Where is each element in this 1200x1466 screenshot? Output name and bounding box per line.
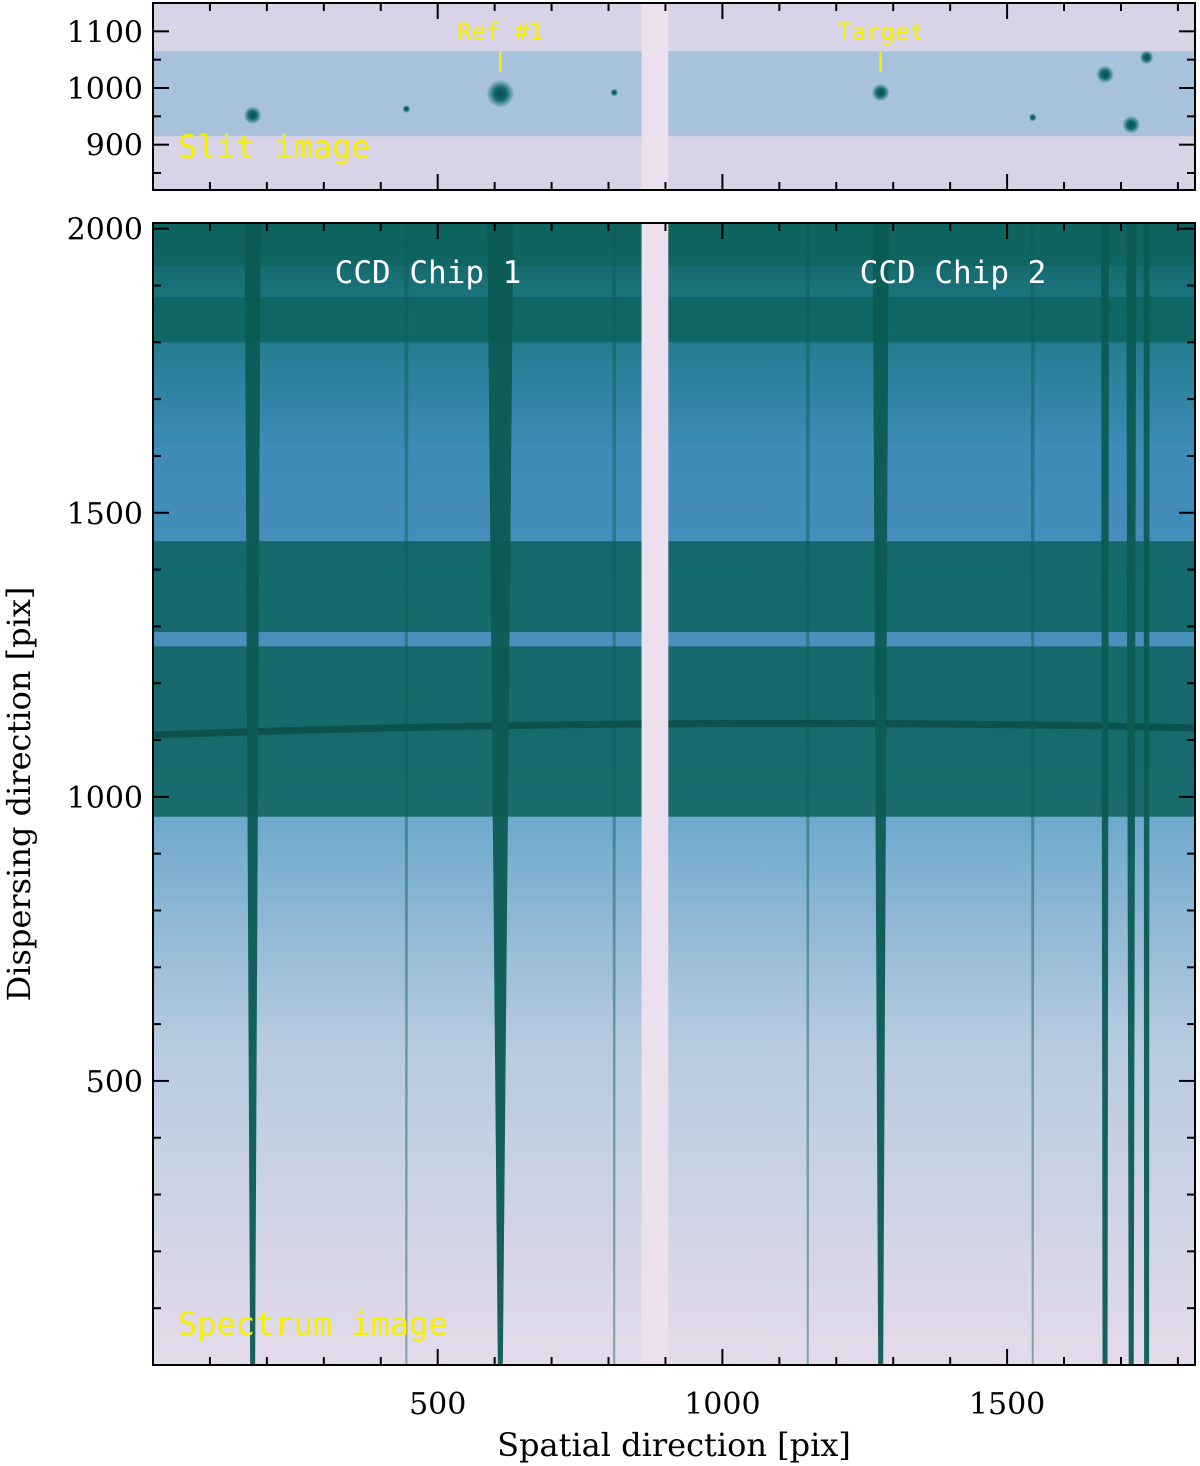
annotation-label: Ref #1 — [457, 18, 544, 46]
slit-stars — [243, 50, 1154, 134]
spectral-trace — [1101, 223, 1110, 1365]
slit-panel-frame — [152, 2, 1196, 191]
y-tick-label: 500 — [86, 1065, 143, 1100]
y-tick-label: 900 — [86, 129, 143, 164]
star — [1139, 50, 1154, 65]
dark-bands — [153, 223, 1195, 817]
spectral-trace — [872, 223, 889, 1365]
spectral-trace — [612, 223, 617, 1365]
spectral-trace — [487, 223, 514, 1365]
slit-image-panel — [153, 3, 1195, 190]
star — [486, 79, 515, 108]
x-axis-title: Spatial direction [pix] — [497, 1426, 851, 1464]
spectrum-panel-ticks: 500 1000 1500 500 1000 1500 2000 — [67, 213, 1195, 1422]
y-tick-label: 2000 — [67, 213, 143, 248]
star — [1028, 113, 1037, 122]
spectral-trace — [1143, 223, 1150, 1365]
y-tick-label: 1500 — [67, 497, 143, 532]
slit-image-label: Slit image — [178, 128, 371, 166]
chip-gap-top — [641, 3, 669, 190]
dark-band — [153, 223, 1195, 266]
x-tick-label: 500 — [409, 1387, 466, 1422]
y-axis-title: Dispersing direction [pix] — [0, 587, 38, 1002]
dark-band — [153, 541, 1195, 633]
chip1-label: CCD Chip 1 — [335, 255, 522, 291]
star — [402, 104, 411, 113]
slit-annotations: Ref #1 Target — [457, 18, 924, 72]
chip2-label: CCD Chip 2 — [860, 255, 1047, 291]
slit-band — [153, 51, 1195, 137]
spectrum-image-panel — [153, 223, 1195, 1365]
spectral-trace — [1030, 223, 1035, 1365]
spectral-trace — [404, 223, 409, 1365]
star — [610, 88, 619, 97]
y-tick-label: 1000 — [67, 72, 143, 107]
spectrum-image-label: Spectrum image — [178, 1305, 448, 1343]
curved-sky-line — [153, 719, 1195, 739]
x-tick-label: 1500 — [969, 1387, 1045, 1422]
spectral-trace — [1126, 223, 1137, 1365]
star — [871, 83, 890, 102]
x-tick-label: 1000 — [684, 1387, 760, 1422]
spectral-trace — [805, 223, 810, 1365]
star — [1122, 115, 1141, 134]
star — [243, 106, 262, 125]
spectrum-panel-frame — [152, 222, 1196, 1366]
y-tick-label: 1100 — [67, 15, 143, 50]
slit-panel-ticks: 900 1000 1100 — [67, 3, 1195, 190]
star — [1096, 65, 1115, 84]
dark-band — [153, 296, 1195, 343]
y-tick-label: 1000 — [67, 781, 143, 816]
chip-gap-bottom — [641, 223, 669, 1365]
spectral-trace — [244, 223, 261, 1365]
spectral-traces — [244, 223, 1150, 1365]
annotation-label: Target — [837, 18, 924, 46]
